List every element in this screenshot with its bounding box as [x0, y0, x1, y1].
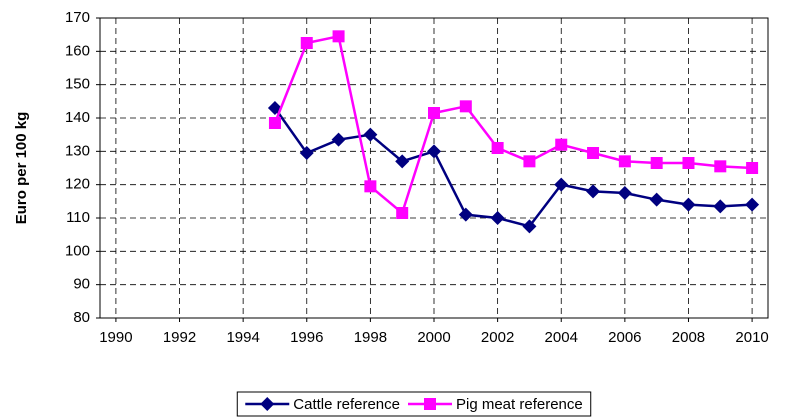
data-point — [682, 157, 695, 169]
x-tick-label: 2004 — [545, 329, 578, 346]
x-tick-label: 1992 — [163, 329, 196, 346]
y-axis-label: Euro per 100 kg — [13, 112, 30, 225]
data-point — [458, 207, 473, 222]
data-point — [299, 146, 314, 160]
data-point — [395, 154, 410, 169]
y-tick-label: 140 — [65, 109, 90, 126]
data-point — [746, 162, 759, 174]
x-tick-label: 2006 — [608, 329, 641, 346]
data-point — [586, 184, 601, 199]
data-point — [745, 197, 760, 212]
y-tick-label: 160 — [65, 42, 90, 59]
legend-label: Cattle reference — [293, 396, 400, 413]
legend-item: Cattle reference — [245, 396, 400, 413]
data-point — [587, 147, 600, 159]
y-tick-label: 100 — [65, 242, 90, 259]
data-point — [459, 100, 472, 113]
data-point — [490, 211, 505, 225]
x-tick-label: 2008 — [672, 329, 705, 346]
data-point — [491, 142, 504, 154]
legend-label: Pig meat reference — [456, 396, 583, 413]
data-point — [363, 127, 378, 142]
y-tick-label: 170 — [65, 9, 90, 26]
data-point — [522, 219, 537, 234]
data-point — [332, 30, 345, 43]
y-tick-label: 120 — [65, 176, 90, 193]
data-point — [617, 186, 632, 200]
data-point — [650, 157, 663, 169]
x-tick-label: 2002 — [481, 329, 514, 346]
data-point — [331, 132, 346, 147]
data-point — [523, 155, 536, 168]
y-tick-label: 150 — [65, 76, 90, 93]
x-tick-label: 1990 — [99, 329, 132, 346]
data-point — [555, 138, 568, 151]
legend: Cattle reference Pig meat reference — [236, 391, 592, 417]
legend-marker — [424, 398, 436, 410]
y-tick-label: 80 — [73, 309, 90, 326]
data-point — [396, 207, 409, 219]
x-tick-label: 2010 — [735, 329, 768, 346]
y-tick-label: 90 — [73, 276, 90, 293]
data-point — [428, 107, 440, 119]
legend-marker — [260, 397, 275, 411]
y-tick-label: 130 — [65, 142, 90, 159]
x-tick-label: 1996 — [290, 329, 323, 346]
legend-item: Pig meat reference — [408, 396, 583, 413]
x-tick-label: 1994 — [226, 329, 259, 346]
data-point — [427, 144, 441, 159]
x-tick-label: 2000 — [417, 329, 450, 346]
y-tick-label: 110 — [66, 209, 90, 226]
data-point — [268, 117, 281, 129]
data-point — [714, 160, 727, 173]
data-point — [554, 177, 569, 192]
data-point — [300, 37, 313, 49]
series-line — [273, 34, 753, 216]
plot-frame — [99, 17, 769, 319]
data-point — [618, 155, 631, 168]
data-point — [364, 180, 377, 193]
x-tick-label: 1998 — [354, 329, 387, 346]
data-point — [713, 199, 728, 214]
series-line — [273, 107, 753, 228]
data-point — [681, 197, 696, 212]
data-point — [649, 192, 664, 207]
